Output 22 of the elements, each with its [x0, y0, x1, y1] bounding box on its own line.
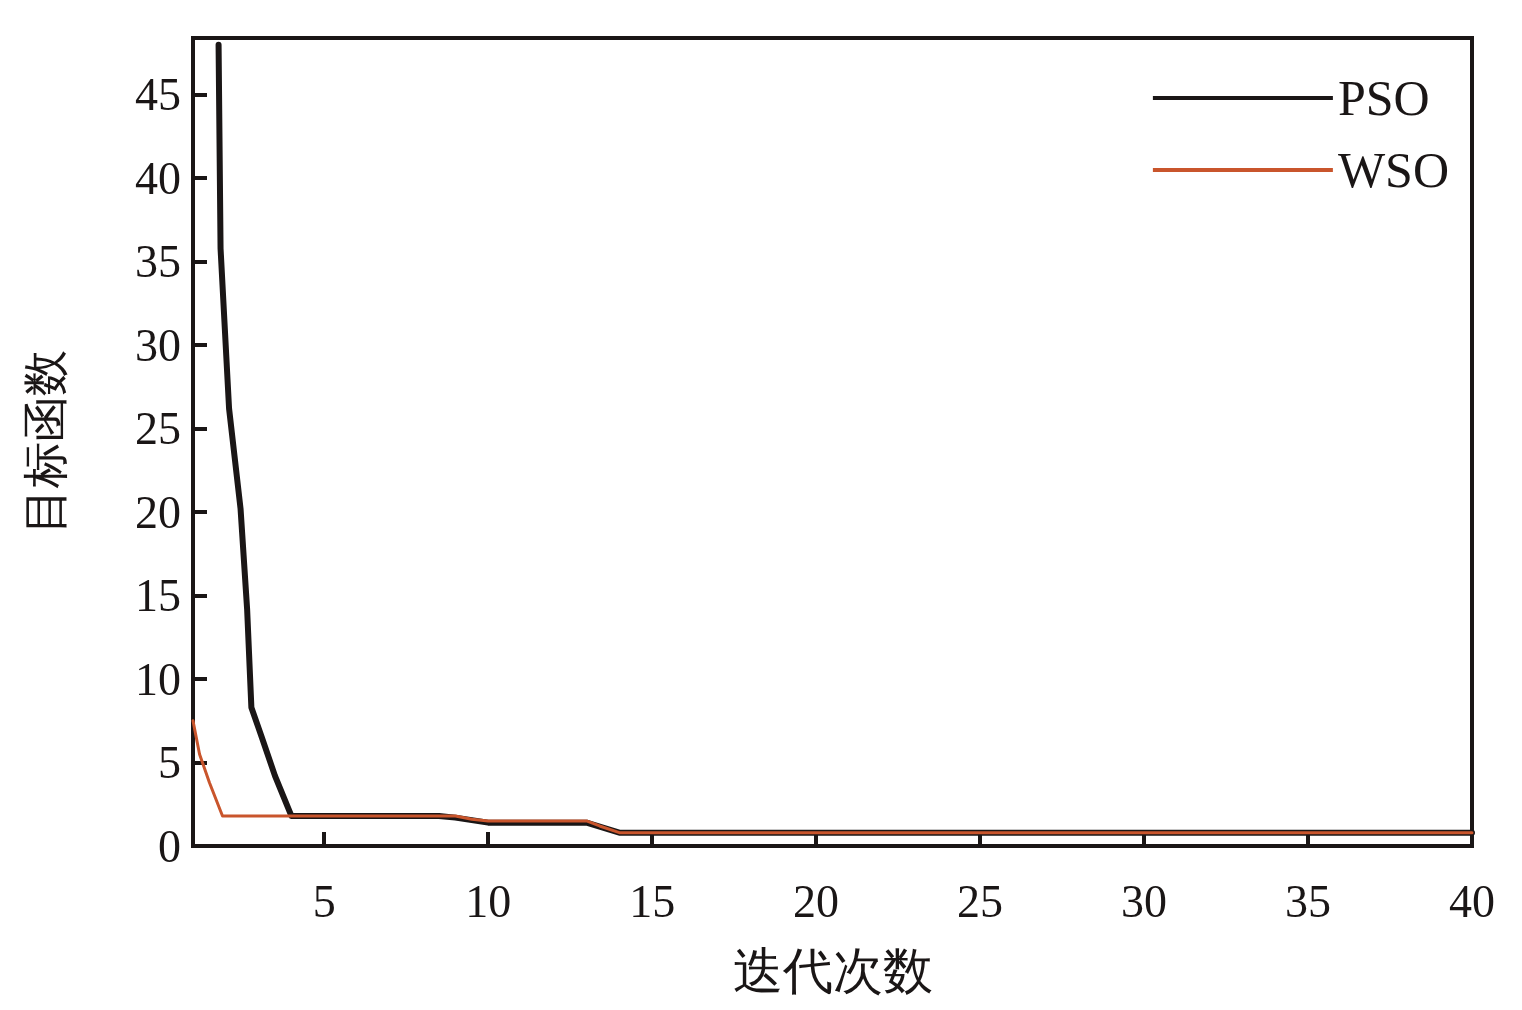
x-tick-label: 10: [465, 875, 512, 927]
legend-label: PSO: [1337, 70, 1430, 126]
y-tick-label: 45: [135, 69, 181, 121]
y-tick-label: 35: [135, 236, 181, 288]
x-axis-title: 迭代次数: [732, 943, 933, 999]
y-tick-label: 25: [135, 403, 181, 455]
x-tick-label: 30: [1121, 875, 1168, 927]
y-axis-title: 目标函数: [19, 350, 71, 534]
x-tick-label: 35: [1285, 875, 1332, 927]
x-tick-label: 40: [1449, 875, 1495, 927]
x-tick-label: 25: [957, 875, 1004, 927]
y-tick-label: 5: [158, 737, 181, 789]
y-tick-label: 40: [135, 152, 181, 204]
y-tick-label: 20: [135, 486, 181, 538]
x-tick-label: 5: [312, 875, 336, 927]
x-tick-label: 20: [793, 875, 840, 927]
y-tick-label: 15: [135, 570, 181, 622]
y-tick-label: 10: [135, 653, 181, 705]
legend-label: WSO: [1337, 142, 1449, 198]
x-tick-label: 15: [629, 875, 676, 927]
y-tick-label: 30: [135, 319, 181, 371]
y-tick-label: 0: [158, 820, 181, 872]
